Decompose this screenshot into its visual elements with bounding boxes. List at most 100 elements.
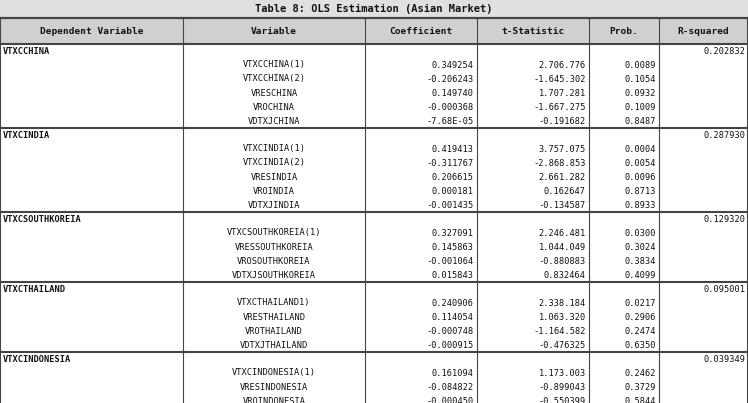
Text: -0.001435: -0.001435: [427, 201, 474, 210]
Text: -0.000915: -0.000915: [427, 341, 474, 349]
Text: 3.757.075: 3.757.075: [539, 145, 586, 154]
Text: 0.2474: 0.2474: [625, 326, 656, 336]
Bar: [0, 282, 748, 352]
Text: VRESTHAILAND: VRESTHAILAND: [242, 312, 305, 322]
Text: 0.0932: 0.0932: [625, 89, 656, 98]
Text: -0.899043: -0.899043: [539, 382, 586, 391]
Text: R-squared: R-squared: [678, 27, 729, 35]
Text: 0.129320: 0.129320: [704, 214, 746, 224]
Text: VTXCSOUTHKOREIA: VTXCSOUTHKOREIA: [3, 214, 82, 224]
Text: 0.287930: 0.287930: [704, 131, 746, 139]
Text: VDTXJTHAILAND: VDTXJTHAILAND: [240, 341, 308, 349]
Text: VTXCINDIA(1): VTXCINDIA(1): [242, 145, 305, 154]
Text: 1.044.049: 1.044.049: [539, 243, 586, 251]
Text: 0.0096: 0.0096: [625, 172, 656, 181]
Text: Prob.: Prob.: [610, 27, 638, 35]
Text: VTXCTHAILAND1): VTXCTHAILAND1): [237, 299, 310, 307]
Text: 1.173.003: 1.173.003: [539, 368, 586, 378]
Text: 0.015843: 0.015843: [432, 270, 474, 280]
Text: 0.349254: 0.349254: [432, 60, 474, 69]
Text: 0.3024: 0.3024: [625, 243, 656, 251]
Text: 0.039349: 0.039349: [704, 355, 746, 364]
Text: 0.832464: 0.832464: [544, 270, 586, 280]
Text: -1.164.582: -1.164.582: [533, 326, 586, 336]
Text: VDTXJCHINA: VDTXJCHINA: [248, 116, 300, 125]
Text: 0.3834: 0.3834: [625, 256, 656, 266]
Text: -1.667.275: -1.667.275: [533, 102, 586, 112]
Text: VTXCTHAILAND: VTXCTHAILAND: [3, 285, 66, 293]
Bar: [0, 128, 748, 212]
Text: VROINDONESIA: VROINDONESIA: [242, 397, 305, 403]
Text: 2.661.282: 2.661.282: [539, 172, 586, 181]
Text: VDTXJINDIA: VDTXJINDIA: [248, 201, 300, 210]
Text: VTXCSOUTHKOREIA(1): VTXCSOUTHKOREIA(1): [227, 229, 321, 237]
Text: -0.000748: -0.000748: [427, 326, 474, 336]
Text: 0.114054: 0.114054: [432, 312, 474, 322]
Text: 0.2462: 0.2462: [625, 368, 656, 378]
Text: VTXCINDONESIA(1): VTXCINDONESIA(1): [232, 368, 316, 378]
Text: VROCHINA: VROCHINA: [253, 102, 295, 112]
Text: -0.191682: -0.191682: [539, 116, 586, 125]
Text: VROTHAILAND: VROTHAILAND: [245, 326, 303, 336]
Text: -0.311767: -0.311767: [427, 158, 474, 168]
Text: VTXCINDIA: VTXCINDIA: [3, 131, 50, 139]
Text: 0.202832: 0.202832: [704, 46, 746, 56]
Text: -0.206243: -0.206243: [427, 75, 474, 83]
Text: 0.240906: 0.240906: [432, 299, 474, 307]
Text: 0.145863: 0.145863: [432, 243, 474, 251]
Text: VDTXJSOUTHKOREIA: VDTXJSOUTHKOREIA: [232, 270, 316, 280]
Text: 0.5844: 0.5844: [625, 397, 656, 403]
Text: 0.1009: 0.1009: [625, 102, 656, 112]
Text: 2.246.481: 2.246.481: [539, 229, 586, 237]
Text: VROSOUTHKOREIA: VROSOUTHKOREIA: [237, 256, 310, 266]
Text: 0.3729: 0.3729: [625, 382, 656, 391]
Text: 1.063.320: 1.063.320: [539, 312, 586, 322]
Text: VTXCCHINA(1): VTXCCHINA(1): [242, 60, 305, 69]
Text: 0.2906: 0.2906: [625, 312, 656, 322]
Text: -0.000368: -0.000368: [427, 102, 474, 112]
Text: Variable: Variable: [251, 27, 297, 35]
Text: 0.419413: 0.419413: [432, 145, 474, 154]
Text: Table 8: OLS Estimation (Asian Market): Table 8: OLS Estimation (Asian Market): [255, 4, 493, 14]
Text: VTXCINDIA(2): VTXCINDIA(2): [242, 158, 305, 168]
Text: 0.4099: 0.4099: [625, 270, 656, 280]
Text: 0.206615: 0.206615: [432, 172, 474, 181]
Text: 0.8713: 0.8713: [625, 187, 656, 195]
Text: 1.707.281: 1.707.281: [539, 89, 586, 98]
Text: 0.8933: 0.8933: [625, 201, 656, 210]
Text: -7.68E-05: -7.68E-05: [427, 116, 474, 125]
Text: 0.0300: 0.0300: [625, 229, 656, 237]
Text: -2.868.853: -2.868.853: [533, 158, 586, 168]
Text: 0.095001: 0.095001: [704, 285, 746, 293]
Text: VRESINDONESIA: VRESINDONESIA: [240, 382, 308, 391]
Text: -1.645.302: -1.645.302: [533, 75, 586, 83]
Text: 0.327091: 0.327091: [432, 229, 474, 237]
Text: -0.476325: -0.476325: [539, 341, 586, 349]
Text: Coefficient: Coefficient: [390, 27, 453, 35]
Text: -0.084822: -0.084822: [427, 382, 474, 391]
Text: 0.149740: 0.149740: [432, 89, 474, 98]
Text: 0.6350: 0.6350: [625, 341, 656, 349]
Bar: [0, 212, 748, 282]
Text: 0.000181: 0.000181: [432, 187, 474, 195]
Text: 2.706.776: 2.706.776: [539, 60, 586, 69]
Text: t-Statistic: t-Statistic: [501, 27, 565, 35]
Text: -0.001064: -0.001064: [427, 256, 474, 266]
Text: VTXCCHINA(2): VTXCCHINA(2): [242, 75, 305, 83]
Text: 0.161094: 0.161094: [432, 368, 474, 378]
Text: VRESINDIA: VRESINDIA: [251, 172, 298, 181]
Text: Dependent Variable: Dependent Variable: [40, 27, 144, 35]
Text: 0.0089: 0.0089: [625, 60, 656, 69]
Text: -0.880883: -0.880883: [539, 256, 586, 266]
Bar: [0, 18, 748, 44]
Text: 0.1054: 0.1054: [625, 75, 656, 83]
Bar: [0, 44, 748, 128]
Text: 0.8487: 0.8487: [625, 116, 656, 125]
Text: 0.0217: 0.0217: [625, 299, 656, 307]
Text: 0.0004: 0.0004: [625, 145, 656, 154]
Text: -0.000450: -0.000450: [427, 397, 474, 403]
Bar: [0, 352, 748, 403]
Text: VRESCHINA: VRESCHINA: [251, 89, 298, 98]
Text: -0.550399: -0.550399: [539, 397, 586, 403]
Text: VROINDIA: VROINDIA: [253, 187, 295, 195]
